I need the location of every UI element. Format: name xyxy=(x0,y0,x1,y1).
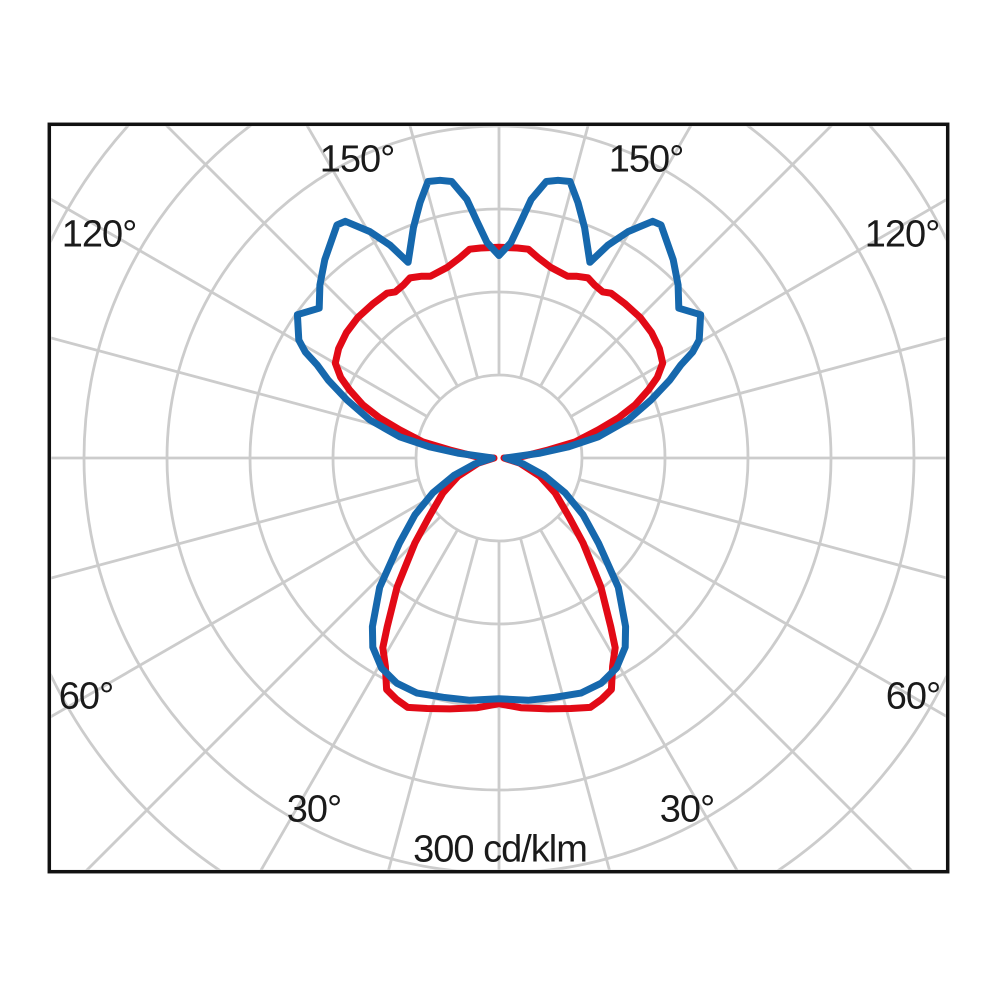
grid-ray-345 xyxy=(578,336,946,438)
grid-ray-300 xyxy=(539,126,693,387)
curve-plane-red xyxy=(331,243,667,713)
grid-ray-15 xyxy=(578,478,946,580)
grid-ray-75 xyxy=(519,537,611,870)
grid-ray-240 xyxy=(305,126,459,387)
grid-ray-135 xyxy=(85,515,442,870)
angle-label-gamma-30-left: 30° xyxy=(286,788,342,831)
grid-ray-195 xyxy=(51,336,420,438)
grid-ray-150 xyxy=(51,498,428,719)
angle-label-gamma-150-left: 150° xyxy=(319,138,396,181)
grid-ray-60 xyxy=(539,529,739,870)
grid-ray-285 xyxy=(519,126,590,379)
scale-label: 300 cd/klm xyxy=(413,828,588,871)
grid-ray-30 xyxy=(570,498,946,718)
angle-label-gamma-60-left: 60° xyxy=(58,675,114,718)
grid-ray-255 xyxy=(408,126,479,379)
grid-ray-105 xyxy=(387,537,479,870)
grid-ray-330 xyxy=(570,198,946,418)
grid-ray-315 xyxy=(556,126,833,401)
angle-label-gamma-60-right: 60° xyxy=(885,675,941,718)
grid-ray-225 xyxy=(165,126,442,401)
curve-plane-blue xyxy=(293,176,705,704)
grid-ray-165 xyxy=(51,478,420,580)
angle-label-gamma-120-right: 120° xyxy=(864,213,941,256)
grid-ray-210 xyxy=(51,197,428,418)
angle-label-gamma-150-right: 150° xyxy=(608,138,685,181)
grid-ray-45 xyxy=(556,515,913,870)
angle-label-gamma-30-right: 30° xyxy=(659,788,715,831)
grid-ray-120 xyxy=(259,529,459,870)
angle-label-gamma-120-left: 120° xyxy=(61,213,138,256)
